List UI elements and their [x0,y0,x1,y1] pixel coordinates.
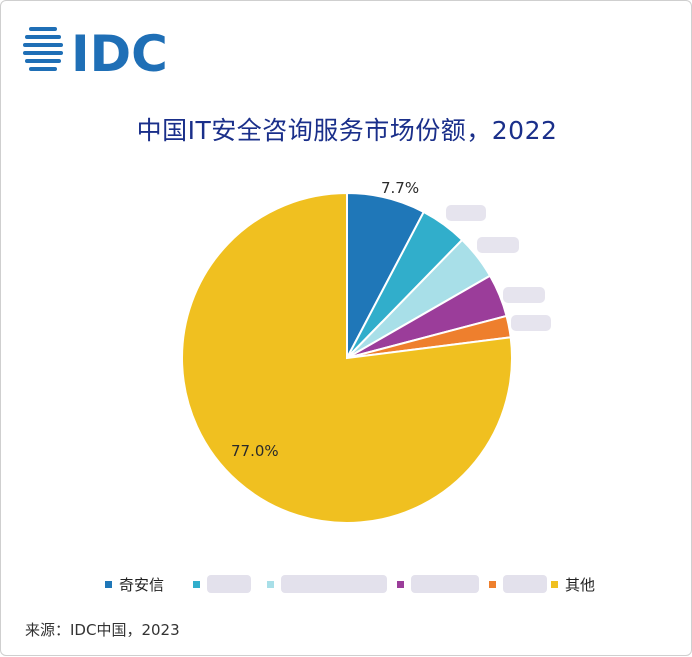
legend-item-5 [489,571,547,597]
idc-logo: IDC [23,25,168,79]
redacted-label-3 [477,237,519,253]
pie-labels: 7.7% 77.0% [231,179,551,460]
data-label-6: 77.0% [231,442,279,460]
source-note: 来源：IDC中国，2023 [25,621,180,639]
redacted-label-5 [511,315,551,331]
legend-swatch [489,580,496,588]
pie-slices [181,191,513,524]
legend-item-3 [267,571,387,597]
pie-slice-6 [181,191,513,524]
legend-label: 奇安信 [119,575,165,594]
redacted-label-2 [446,205,486,221]
legend-item-4 [397,571,479,597]
legend-swatch [551,580,558,588]
legend-item-1: 奇安信 [105,571,164,597]
legend-swatch [193,580,200,588]
legend-item-2 [193,571,251,597]
legend-redacted-label [411,575,479,593]
idc-logo-text: IDC [71,25,168,79]
legend-redacted-label [207,575,251,593]
data-label-1: 7.7% [381,179,419,197]
globe-icon [23,27,63,71]
legend-swatch [267,580,274,588]
redacted-label-4 [503,287,545,303]
legend-swatch [397,580,404,588]
legend-label: 其他 [565,575,596,594]
legend: 奇安信 其他 [1,571,692,597]
legend-redacted-label [503,575,547,593]
legend-redacted-label [281,575,387,593]
chart-title: 中国IT安全咨询服务市场份额，2022 [136,116,558,145]
legend-item-6: 其他 [551,571,595,597]
legend-swatch [105,580,112,588]
